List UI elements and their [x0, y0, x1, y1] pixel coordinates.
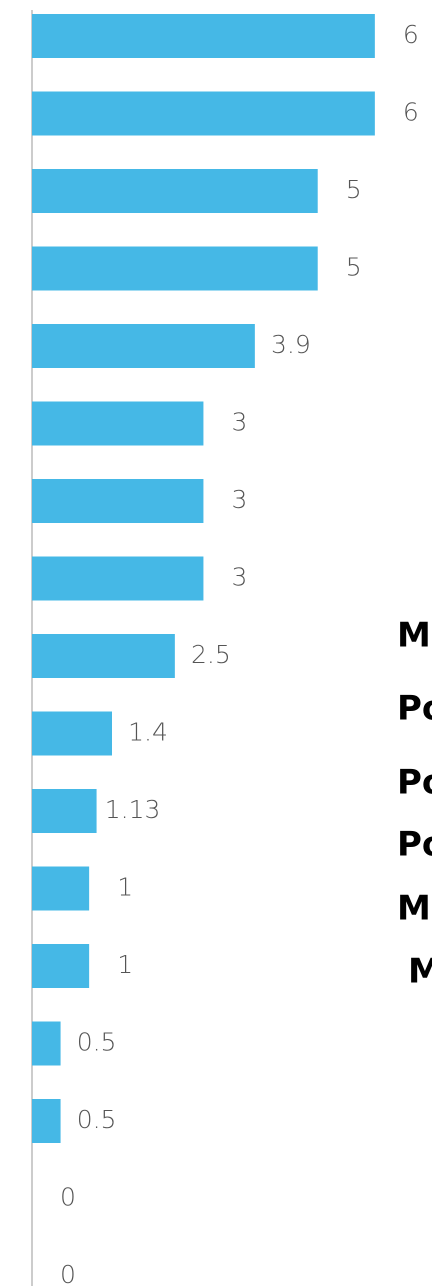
bar [32, 401, 204, 446]
value-label: 1.13 [105, 795, 161, 824]
bar [32, 324, 255, 368]
value-label: 5 [346, 253, 362, 282]
side-text: Po [397, 763, 432, 803]
side-text: Po [397, 689, 432, 729]
side-text: M [397, 616, 431, 656]
value-label: 2.5 [191, 640, 231, 669]
value-label: 5 [346, 175, 362, 204]
bar [32, 944, 90, 988]
value-label: 1.4 [128, 718, 168, 747]
bar [32, 556, 204, 601]
value-label: 3 [231, 408, 247, 437]
side-text: Po [397, 825, 432, 865]
bar [32, 1099, 61, 1143]
value-label: 0 [60, 1183, 76, 1212]
bar [32, 169, 318, 213]
value-label: 1 [117, 873, 133, 902]
value-label: 3 [231, 563, 247, 592]
bar [32, 91, 375, 136]
value-label: 6 [403, 20, 419, 49]
bar [32, 14, 375, 58]
bar [32, 711, 112, 756]
bar [32, 866, 90, 911]
side-text: M [397, 889, 431, 929]
side-text: M [408, 952, 432, 992]
bar [32, 246, 318, 291]
value-label: 0 [60, 1260, 76, 1286]
value-label: 6 [403, 98, 419, 127]
value-label: 3.9 [271, 330, 311, 359]
bar [32, 634, 175, 678]
bar [32, 479, 204, 523]
value-label: 3 [231, 485, 247, 514]
bar [32, 789, 97, 833]
value-label: 1 [117, 950, 133, 979]
value-label: 0.5 [77, 1105, 117, 1134]
bar [32, 1021, 61, 1066]
value-label: 0.5 [77, 1028, 117, 1057]
